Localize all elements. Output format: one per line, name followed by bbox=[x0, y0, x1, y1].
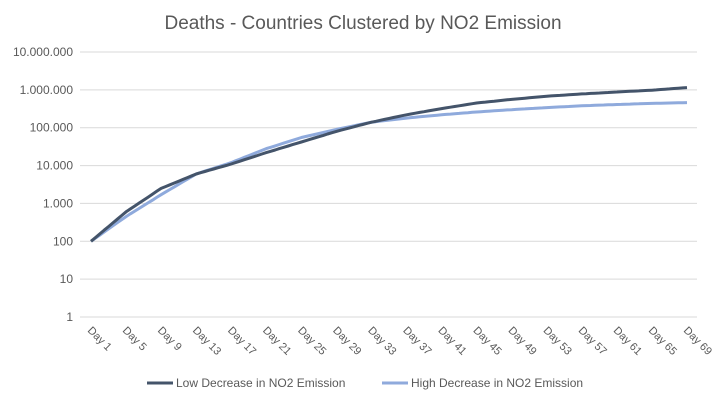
x-tick-label: Day 1 bbox=[85, 325, 114, 354]
y-tick-label: 100 bbox=[53, 234, 73, 248]
x-tick-label: Day 17 bbox=[225, 325, 258, 358]
x-tick-label: Day 69 bbox=[681, 325, 714, 358]
x-tick-label: Day 53 bbox=[541, 325, 574, 358]
x-tick-label: Day 21 bbox=[260, 325, 293, 358]
x-tick-label: Day 65 bbox=[646, 325, 679, 358]
x-axis-tick-labels: Day 1 Day 5 Day 9 Day 13 Day 17 Day 21 Day 25 D… bbox=[85, 325, 714, 358]
y-tick-label: 1.000 bbox=[43, 196, 73, 210]
x-tick-label: Day 29 bbox=[330, 325, 363, 358]
x-tick-label: Day 37 bbox=[400, 325, 433, 358]
legend-label-high-decrease: High Decrease in NO2 Emission bbox=[411, 376, 583, 390]
x-tick-label: Day 45 bbox=[471, 325, 504, 358]
x-tick-label: Day 5 bbox=[120, 325, 149, 354]
y-axis-tick-labels: 1 10 100 1.000 10.000 100.000 1.000.000 10.000.… bbox=[13, 45, 73, 324]
x-tick-label: Day 49 bbox=[506, 325, 539, 358]
x-tick-label: Day 61 bbox=[611, 325, 644, 358]
y-tick-label: 100.000 bbox=[30, 121, 74, 135]
series-line-low-decrease bbox=[90, 86, 688, 243]
y-tick-label: 10 bbox=[60, 272, 74, 286]
x-tick-label: Day 9 bbox=[155, 325, 184, 354]
y-tick-label: 1.000.000 bbox=[20, 83, 74, 97]
x-tick-label: Day 25 bbox=[295, 325, 328, 358]
y-tick-label: 10.000 bbox=[36, 159, 73, 173]
series-lines bbox=[90, 86, 688, 243]
x-tick-label: Day 33 bbox=[365, 325, 398, 358]
series-line-high-decrease bbox=[90, 101, 688, 243]
y-tick-label: 10.000.000 bbox=[13, 45, 73, 59]
chart-title: Deaths - Countries Clustered by NO2 Emis… bbox=[164, 13, 561, 34]
x-tick-label: Day 13 bbox=[190, 325, 223, 358]
legend: Low Decrease in NO2 Emission High Decrea… bbox=[147, 376, 583, 390]
gridlines bbox=[80, 51, 697, 318]
y-tick-label: 1 bbox=[66, 310, 73, 324]
legend-label-low-decrease: Low Decrease in NO2 Emission bbox=[176, 376, 345, 390]
x-tick-label: Day 57 bbox=[576, 325, 609, 358]
x-tick-label: Day 41 bbox=[435, 325, 468, 358]
